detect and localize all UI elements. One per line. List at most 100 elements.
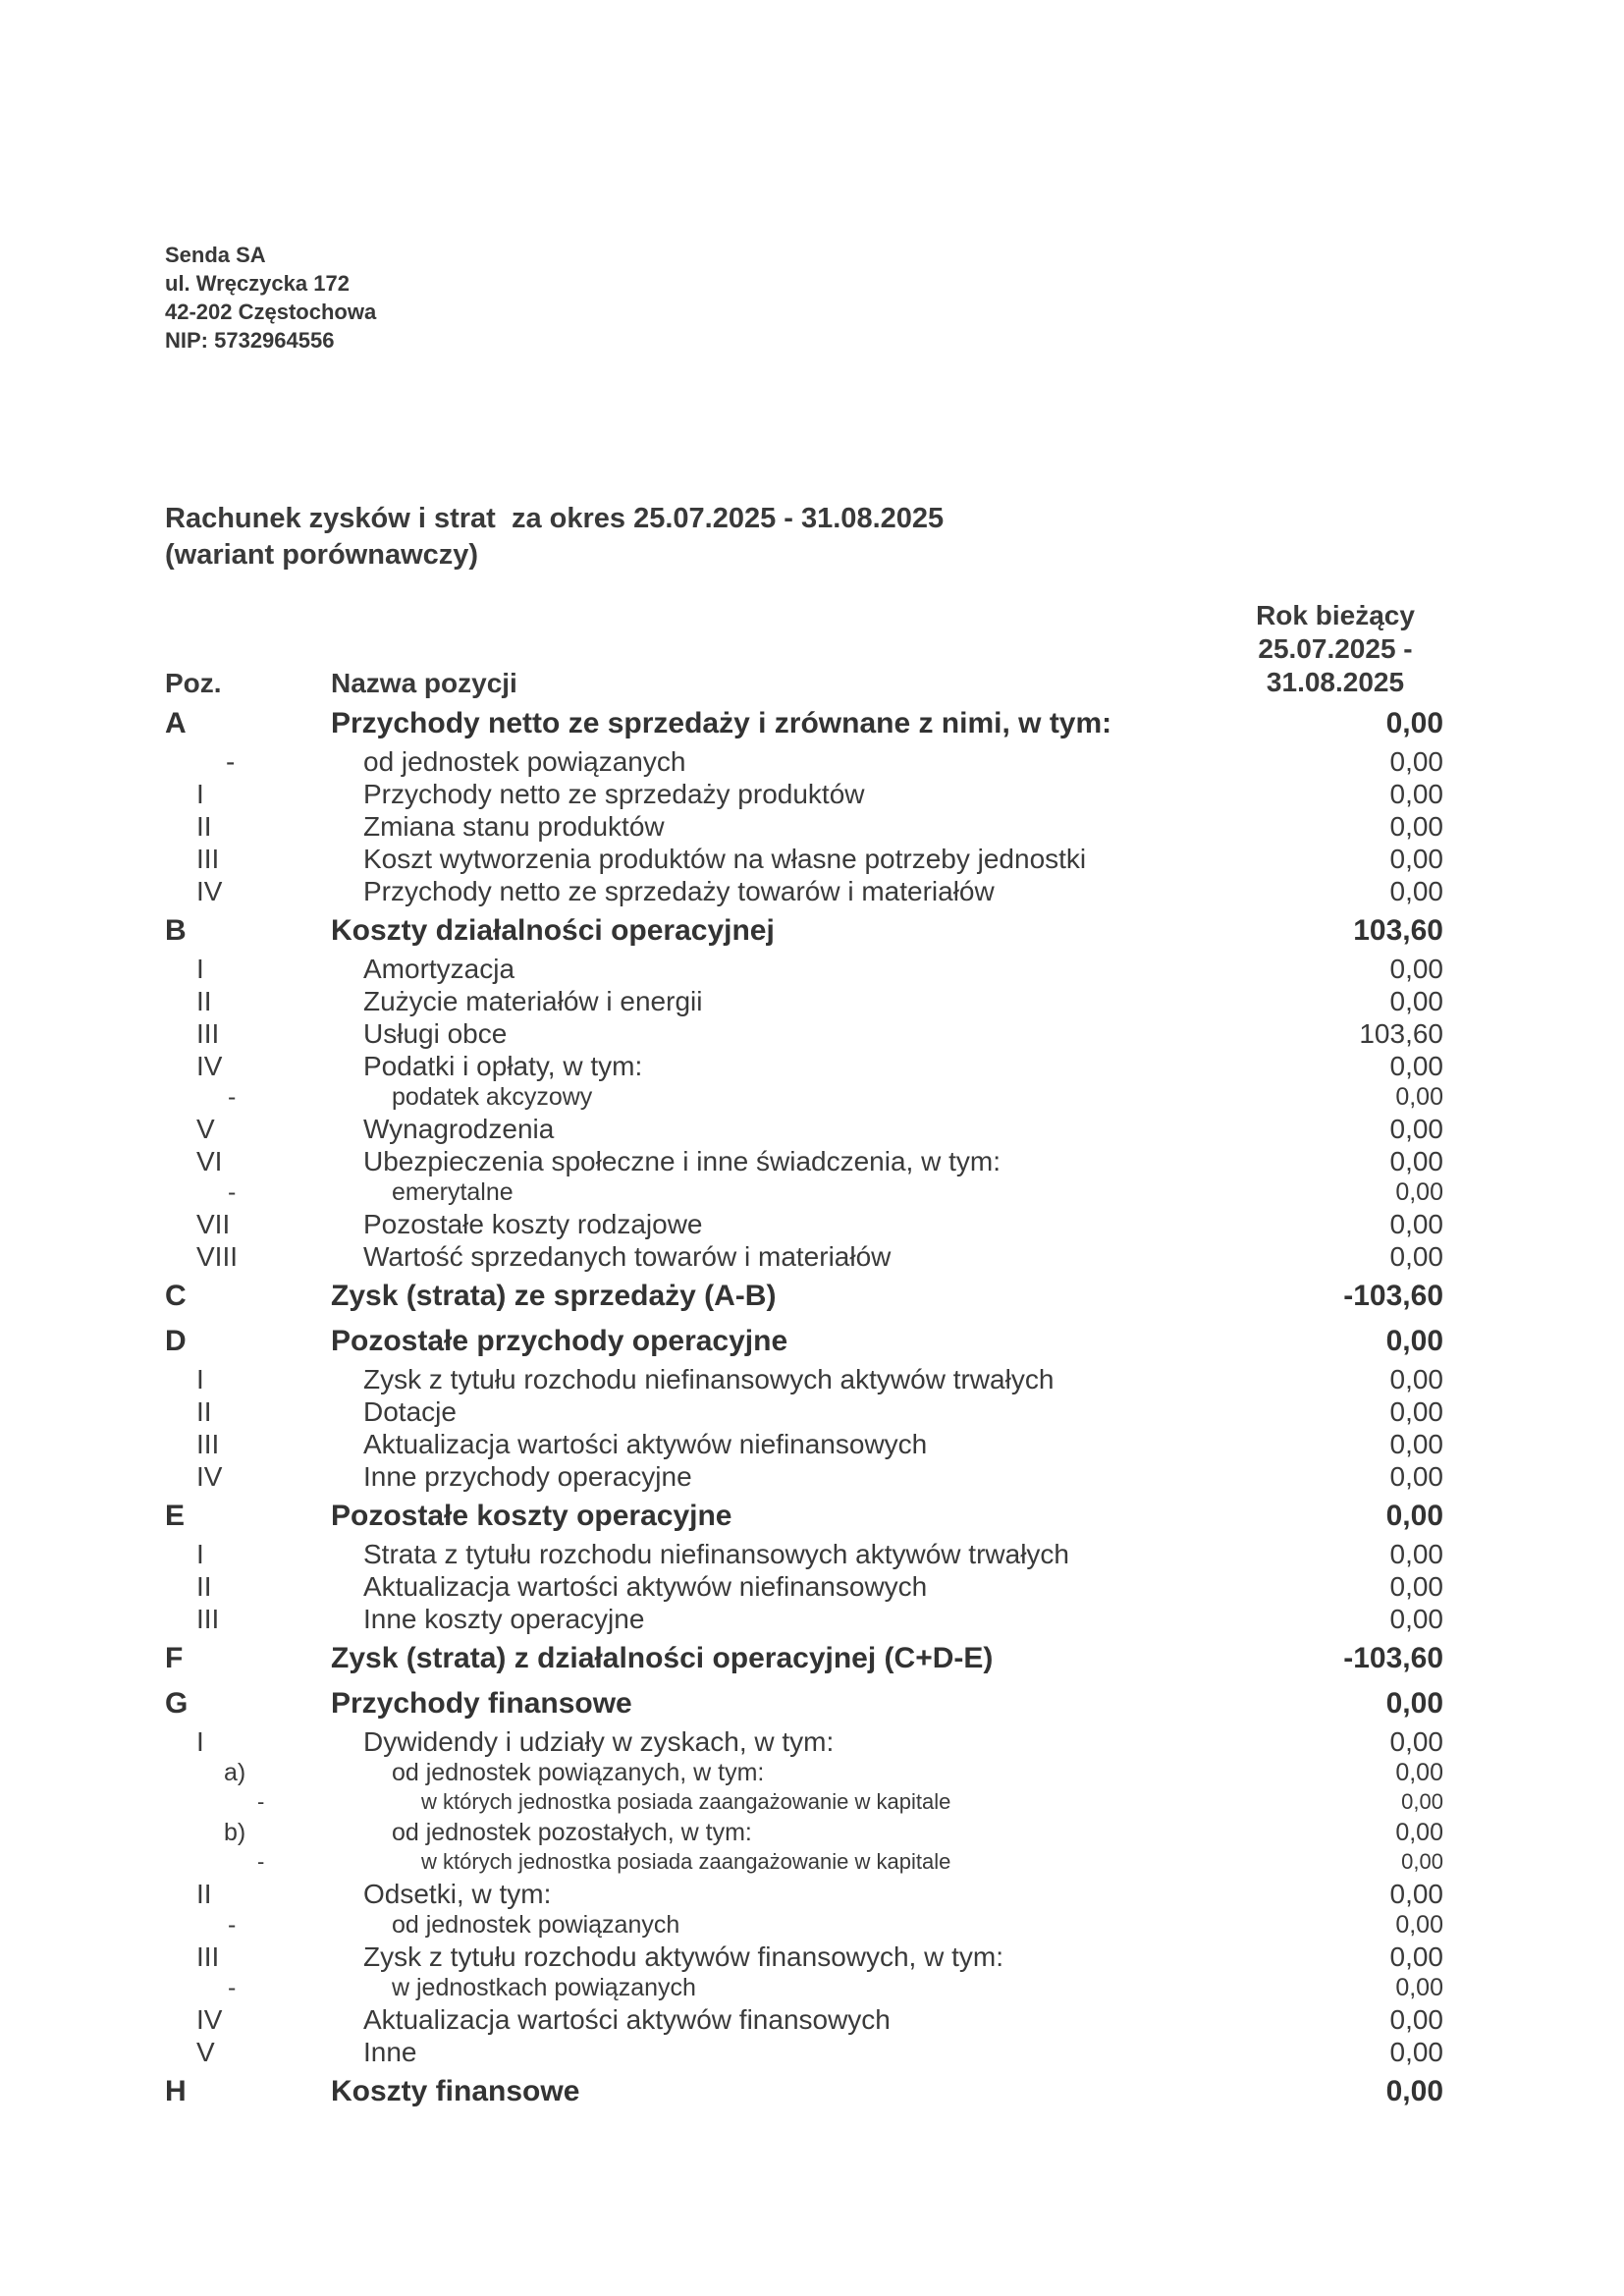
row-label: Wartość sprzedanych towarów i materiałów (363, 1241, 892, 1272)
row-value: 0,00 (1401, 1849, 1443, 1874)
row-value: 0,00 (1389, 1364, 1444, 1394)
table-row: I Amortyzacja 0,00 (165, 954, 1443, 986)
report-title-line2: (wariant porównawczy) (165, 539, 479, 571)
table-row: B Koszty działalności operacyjnej 103,60 (165, 914, 1443, 954)
row-value: 0,00 (1389, 1539, 1444, 1569)
row-label: Zysk z tytułu rozchodu aktywów finansowy… (363, 1941, 1003, 1972)
row-label: w jednostkach powiązanych (392, 1974, 696, 2001)
row-label: w których jednostka posiada zaangażowani… (421, 1789, 951, 1814)
row-label: Odsetki, w tym: (363, 1879, 552, 1909)
table-row: IV Przychody netto ze sprzedaży towarów i… (165, 876, 1443, 908)
table-row: I Strata z tytułu rozchodu niefinansowych… (165, 1539, 1443, 1571)
row-poz: - (257, 1789, 265, 1814)
row-poz: VII (196, 1209, 231, 1239)
table-row: V Wynagrodzenia 0,00 (165, 1114, 1443, 1146)
table-row: G Przychody finansowe 0,00 (165, 1687, 1443, 1726)
table-row: F Zysk (strata) z działalności operacyjne… (165, 1642, 1443, 1681)
row-value: 0,00 (1389, 844, 1444, 874)
row-label: Pozostałe koszty operacyjne (331, 1500, 732, 1532)
row-poz: IV (196, 1051, 223, 1081)
table-row: VI Ubezpieczenia społeczne i inne świadcz… (165, 1146, 1443, 1178)
row-value: 0,00 (1389, 1429, 1444, 1459)
row-poz: I (196, 1726, 204, 1757)
row-value: 0,00 (1389, 1941, 1444, 1972)
row-poz: IV (196, 2004, 223, 2035)
row-label: Pozostałe koszty rodzajowe (363, 1209, 703, 1239)
row-value: 0,00 (1389, 1879, 1444, 1909)
row-label: Inne przychody operacyjne (363, 1461, 692, 1492)
row-poz: F (165, 1642, 184, 1674)
row-value: 0,00 (1389, 2004, 1444, 2035)
row-value: 0,00 (1385, 1500, 1443, 1532)
table-row: E Pozostałe koszty operacyjne 0,00 (165, 1500, 1443, 1539)
row-value: 0,00 (1389, 1209, 1444, 1239)
row-value: 103,60 (1359, 1018, 1443, 1049)
row-poz: II (196, 1571, 212, 1602)
row-poz: II (196, 1879, 212, 1909)
table-row: H Koszty finansowe 0,00 (165, 2075, 1443, 2114)
row-poz: - (228, 1974, 237, 2001)
row-value: 0,00 (1385, 707, 1443, 739)
table-row: III Inne koszty operacyjne 0,00 (165, 1604, 1443, 1636)
row-poz: III (196, 844, 220, 874)
row-value: 0,00 (1389, 1146, 1444, 1176)
row-poz: - (257, 1849, 265, 1874)
row-label: Przychody netto ze sprzedaży i zrównane … (331, 707, 1112, 739)
table-row: V Inne 0,00 (165, 2037, 1443, 2069)
row-value: 0,00 (1389, 811, 1444, 842)
row-poz: - (226, 746, 236, 777)
row-label: Ubezpieczenia społeczne i inne świadczen… (363, 1146, 1001, 1176)
row-value: 0,00 (1389, 954, 1444, 984)
row-poz: a) (224, 1759, 246, 1786)
row-label: Przychody netto ze sprzedaży produktów (363, 779, 865, 809)
row-poz: C (165, 1280, 187, 1312)
row-poz: VIII (196, 1241, 239, 1272)
table-row: IV Aktualizacja wartości aktywów finansow… (165, 2004, 1443, 2037)
row-poz: E (165, 1500, 186, 1532)
row-value: 103,60 (1353, 914, 1443, 947)
row-label: Koszty finansowe (331, 2075, 580, 2107)
row-label: od jednostek powiązanych, w tym: (392, 1759, 765, 1786)
row-poz: III (196, 1604, 220, 1634)
row-poz: b) (224, 1819, 246, 1846)
table-row: II Odsetki, w tym: 0,00 (165, 1879, 1443, 1911)
row-poz: V (196, 1114, 215, 1144)
table-row: III Usługi obce 103,60 (165, 1018, 1443, 1051)
table-row: IV Inne przychody operacyjne 0,00 (165, 1461, 1443, 1494)
table-row: b) od jednostek pozostałych, w tym: 0,00 (165, 1819, 1443, 1849)
row-label: Podatki i opłaty, w tym: (363, 1051, 643, 1081)
table-header: Poz. Nazwa pozycji Rok bieżący 25.07.202… (165, 599, 1443, 699)
row-value: 0,00 (1389, 1114, 1444, 1144)
row-poz: I (196, 954, 204, 984)
row-value: 0,00 (1395, 1759, 1443, 1786)
table-row: D Pozostałe przychody operacyjne 0,00 (165, 1325, 1443, 1364)
row-poz: III (196, 1429, 220, 1459)
report-title-line1: Rachunek zysków i strat za okres 25.07.2… (165, 503, 945, 534)
row-poz: - (228, 1178, 237, 1206)
row-poz: I (196, 1539, 204, 1569)
row-value: 0,00 (1385, 1687, 1443, 1720)
row-label: Koszt wytworzenia produktów na własne po… (363, 844, 1087, 874)
row-label: Zysk z tytułu rozchodu niefinansowych ak… (363, 1364, 1055, 1394)
company-header: Senda SA ul. Wręczycka 172 42-202 Często… (165, 241, 1443, 355)
row-value: 0,00 (1389, 1726, 1444, 1757)
row-poz: II (196, 811, 212, 842)
row-label: Przychody netto ze sprzedaży towarów i m… (363, 876, 995, 906)
row-value: 0,00 (1385, 1325, 1443, 1357)
report-title: Rachunek zysków i strat za okres 25.07.2… (165, 501, 1443, 574)
row-value: 0,00 (1389, 1051, 1444, 1081)
row-poz: V (196, 2037, 215, 2067)
row-poz: I (196, 1364, 204, 1394)
row-value: 0,00 (1389, 876, 1444, 906)
row-label: Zysk (strata) z działalności operacyjnej… (331, 1642, 994, 1674)
table-row: - emerytalne 0,00 (165, 1178, 1443, 1209)
row-value: 0,00 (1395, 1911, 1443, 1939)
row-poz: I (196, 779, 204, 809)
row-value: 0,00 (1389, 1241, 1444, 1272)
row-label: od jednostek powiązanych (363, 746, 686, 777)
table-row: VII Pozostałe koszty rodzajowe 0,00 (165, 1209, 1443, 1241)
company-city: 42-202 Częstochowa (165, 300, 377, 324)
row-label: emerytalne (392, 1178, 514, 1206)
row-value: 0,00 (1395, 1083, 1443, 1111)
row-poz: II (196, 1396, 212, 1427)
